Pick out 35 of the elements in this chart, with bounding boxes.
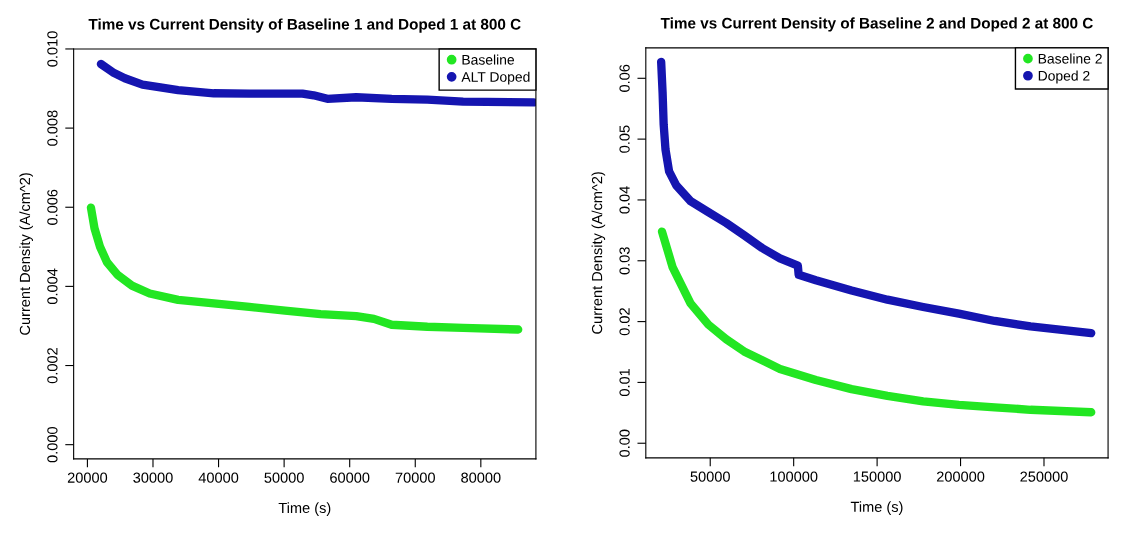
- legend-label: Baseline: [462, 54, 515, 65]
- y-tick-label: 0.02: [619, 308, 630, 336]
- chart-title: Time vs Current Density of Baseline 2 and Doped 2 at 800 C: [660, 17, 1093, 32]
- y-tick-label: 0.000: [47, 426, 58, 463]
- x-tick-label: 250000: [1020, 471, 1068, 482]
- x-tick-label: 30000: [133, 472, 173, 483]
- x-tick-label: 80000: [461, 472, 501, 483]
- y-tick-label: 0.002: [47, 348, 58, 384]
- y-tick-label: 0.00: [619, 429, 630, 457]
- y-tick-label: 0.03: [619, 247, 630, 275]
- x-tick-label: 50000: [690, 471, 730, 482]
- x-tick-label: 50000: [264, 472, 304, 483]
- x-tick-label: 20000: [67, 472, 108, 483]
- y-tick-label: 0.004: [47, 268, 58, 305]
- y-tick-label: 0.010: [47, 31, 58, 67]
- legend-label: Baseline 2: [1038, 53, 1102, 64]
- y-tick-label: 0.01: [619, 368, 630, 397]
- legend-label: Doped 2: [1038, 70, 1090, 84]
- x-axis-title: Time (s): [278, 502, 331, 516]
- x-tick-label: 200000: [936, 471, 985, 482]
- y-tick-label: 0.006: [47, 189, 58, 225]
- legend-label: ALT Doped: [461, 71, 530, 85]
- x-tick-label: 150000: [853, 471, 901, 482]
- x-tick-label: 70000: [395, 472, 435, 483]
- x-axis-title: Time (s): [850, 501, 903, 515]
- y-tick-label: 0.008: [47, 110, 58, 146]
- y-axis-title: Current Density (A/cm^2): [19, 173, 33, 335]
- x-tick-label: 60000: [330, 472, 370, 483]
- x-tick-label: 40000: [198, 472, 239, 483]
- y-axis-title: Current Density (A/cm^2): [591, 172, 606, 334]
- chart-title: Time vs Current Density of Baseline 1 and Doped 1 at 800 C: [88, 18, 521, 33]
- x-tick-label: 100000: [770, 471, 818, 482]
- y-tick-label: 0.05: [619, 125, 630, 153]
- y-tick-label: 0.04: [619, 186, 630, 214]
- y-tick-label: 0.06: [619, 64, 630, 92]
